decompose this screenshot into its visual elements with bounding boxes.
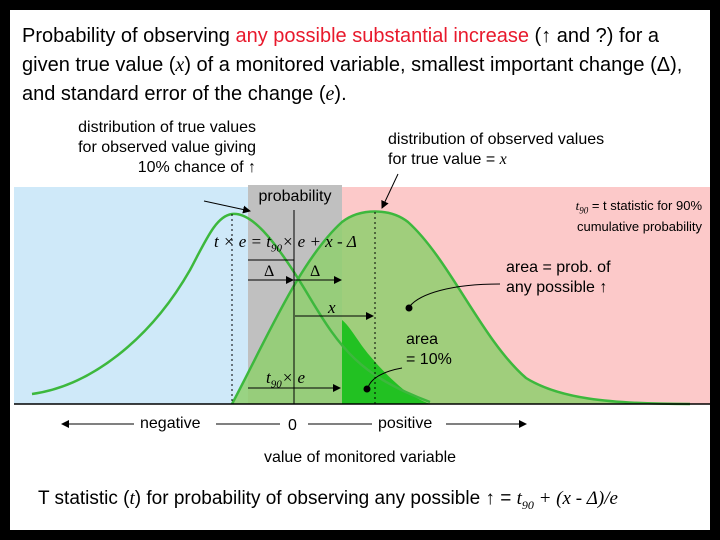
t90e-label: t90× e xyxy=(266,368,306,391)
area-prob-dot xyxy=(405,304,413,312)
true-dist-pointer xyxy=(203,200,251,214)
area-prob-pointer xyxy=(409,283,501,307)
observed-dist-label: distribution of observed values for true… xyxy=(388,131,605,168)
slide: Probability of observing any possible su… xyxy=(10,10,710,530)
x-label: x xyxy=(328,298,336,317)
negative-region xyxy=(14,187,294,404)
t-statistic-statement: T statistic (t) for probability of obser… xyxy=(38,488,618,512)
zero-label: 0 xyxy=(288,417,297,434)
true-distribution-curve xyxy=(31,212,431,404)
probability-label: probability xyxy=(258,188,332,205)
axis-title: value of monitored variable xyxy=(263,449,457,466)
area10-dot xyxy=(363,385,371,393)
title-highlight: any possible substantial increase xyxy=(235,25,529,47)
true-dist-label: distribution of true values for observed… xyxy=(78,119,256,176)
diagram xyxy=(14,173,710,428)
up-arrow-symbol: ↑ xyxy=(599,279,608,296)
observed-distribution-curve xyxy=(230,210,691,406)
t90-definition: t90 = t statistic for 90% cumulative pro… xyxy=(575,198,702,234)
delta-right-label: Δ xyxy=(310,263,321,280)
tail-area-fill xyxy=(342,320,430,404)
up-arrow-symbol: ↑ xyxy=(541,25,552,47)
area10-label: area = 10% xyxy=(406,331,452,368)
observed-dist-pointer xyxy=(381,173,399,209)
up-arrow-symbol: ↑ xyxy=(485,488,495,509)
delta-left-label: Δ xyxy=(264,263,275,280)
area-prob-label: area = prob. of any possible ↑ xyxy=(506,259,611,296)
negative-label: negative xyxy=(140,415,201,432)
positive-label: positive xyxy=(378,415,433,432)
slide-title: Probability of observing any possible su… xyxy=(22,25,683,105)
up-arrow-symbol: ↑ xyxy=(248,159,256,176)
equation: t × e = t90× e + x - Δ xyxy=(214,232,357,255)
